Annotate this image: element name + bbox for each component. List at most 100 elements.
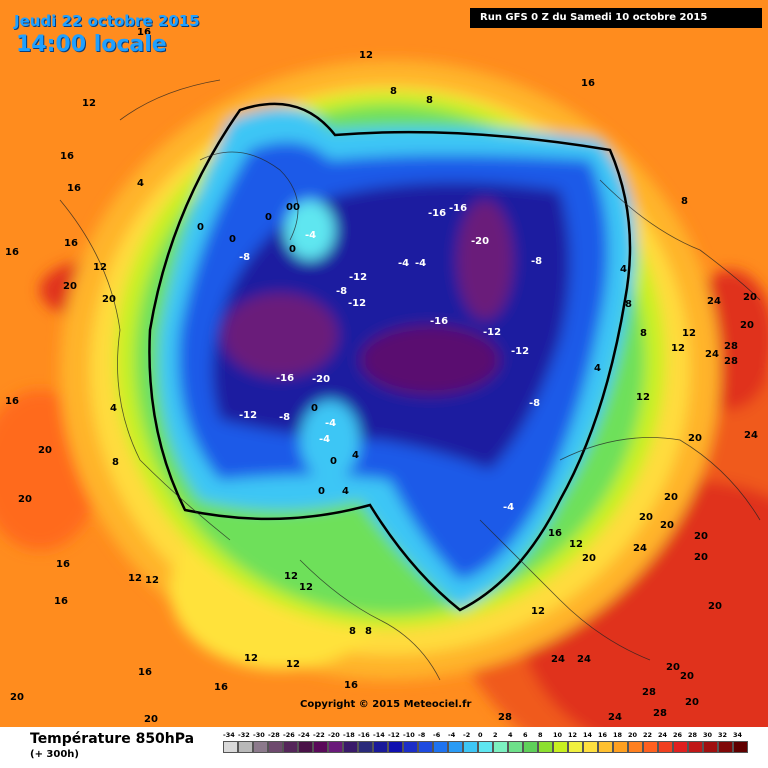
- isotherm-label: -8: [239, 252, 251, 263]
- isotherm-label: -8: [529, 398, 541, 409]
- legend-tick: -14: [373, 731, 385, 739]
- legend-tick: 12: [568, 731, 578, 739]
- legend-swatch: [388, 741, 403, 753]
- isotherm-label: 28: [724, 341, 738, 352]
- legend-tick: -18: [343, 731, 355, 739]
- legend-swatch: [463, 741, 478, 753]
- isotherm-label: 16: [64, 238, 78, 249]
- isotherm-label: 24: [608, 712, 622, 723]
- legend-tick: -4: [448, 731, 456, 739]
- legend-swatch: [508, 741, 523, 753]
- isotherm-label: 28: [498, 712, 512, 723]
- isotherm-label: 0: [197, 222, 204, 233]
- isotherm-label: 20: [688, 433, 702, 444]
- legend-swatch: [403, 741, 418, 753]
- isotherm-label: 20: [685, 697, 699, 708]
- isotherm-label: 20: [694, 552, 708, 563]
- isotherm-label: 12: [359, 50, 373, 61]
- isotherm-label: 12: [284, 571, 298, 582]
- isotherm-label: -20: [312, 374, 331, 385]
- legend-tick: 18: [613, 731, 623, 739]
- isotherm-label: -8: [531, 256, 543, 267]
- isotherm-label: 20: [666, 662, 680, 673]
- legend-swatch: [283, 741, 298, 753]
- isotherm-label: 20: [743, 292, 757, 303]
- legend-tick: 8: [538, 731, 543, 739]
- isotherm-label: 00: [286, 202, 300, 213]
- legend-tick: 4: [508, 731, 513, 739]
- legend-swatch: [433, 741, 448, 753]
- legend-tick: -10: [403, 731, 415, 739]
- isotherm-label: -8: [279, 412, 291, 423]
- isotherm-label: -4: [325, 418, 337, 429]
- legend-swatch: [298, 741, 313, 753]
- isotherm-label: 8: [625, 299, 632, 310]
- legend-tick: 24: [658, 731, 668, 739]
- isotherm-label: -4: [415, 258, 427, 269]
- legend-swatch: [538, 741, 553, 753]
- isotherm-label: -4: [398, 258, 410, 269]
- legend-swatch: [343, 741, 358, 753]
- legend-tick: 2: [493, 731, 498, 739]
- legend-swatch: [238, 741, 253, 753]
- legend-swatch: [328, 741, 343, 753]
- isotherm-label: 8: [681, 196, 688, 207]
- isotherm-label: -4: [319, 434, 331, 445]
- legend-tick: 0: [478, 731, 483, 739]
- legend-tick: -22: [313, 731, 325, 739]
- isotherm-label: 16: [67, 183, 81, 194]
- isotherm-label: -12: [239, 410, 258, 421]
- legend-tick: -26: [283, 731, 295, 739]
- isotherm-label: 20: [664, 492, 678, 503]
- legend-swatch: [703, 741, 718, 753]
- legend-swatch: [628, 741, 643, 753]
- isotherm-label: 20: [708, 601, 722, 612]
- legend-swatch: [643, 741, 658, 753]
- isotherm-label: 20: [582, 553, 596, 564]
- isotherm-label: 20: [660, 520, 674, 531]
- isotherm-label: 12: [671, 343, 685, 354]
- isotherm-label: 12: [244, 653, 258, 664]
- isotherm-label: 16: [581, 78, 595, 89]
- legend-tick: -24: [298, 731, 310, 739]
- isotherm-label: 16: [5, 247, 19, 258]
- legend-tick: -6: [433, 731, 441, 739]
- legend-swatch: [553, 741, 568, 753]
- isotherm-label: 16: [5, 396, 19, 407]
- legend-swatch: [478, 741, 493, 753]
- isotherm-label: 20: [63, 281, 77, 292]
- isotherm-label: -12: [511, 346, 530, 357]
- legend-tick: -16: [358, 731, 370, 739]
- isotherm-label: 20: [38, 445, 52, 456]
- isotherm-label: 8: [390, 86, 397, 97]
- legend-tick: 16: [598, 731, 608, 739]
- isotherm-label: 20: [694, 531, 708, 542]
- isotherm-label: 4: [137, 178, 144, 189]
- legend-swatch: [268, 741, 283, 753]
- legend-tick: -8: [418, 731, 426, 739]
- legend-swatch: [583, 741, 598, 753]
- isotherm-label: 0: [311, 403, 318, 414]
- isotherm-label: 12: [636, 392, 650, 403]
- legend-swatch: [448, 741, 463, 753]
- isotherm-label: 0: [330, 456, 337, 467]
- isotherm-label: 12: [569, 539, 583, 550]
- isotherm-label: -12: [349, 272, 368, 283]
- isotherm-label: -20: [471, 236, 490, 247]
- legend-tick: 22: [643, 731, 653, 739]
- legend-swatch: [418, 741, 433, 753]
- legend-swatch: [493, 741, 508, 753]
- legend-swatch: [253, 741, 268, 753]
- isotherm-label: 12: [299, 582, 313, 593]
- isotherm-label: 28: [642, 687, 656, 698]
- isotherm-label: 0: [229, 234, 236, 245]
- isotherm-label: 8: [112, 457, 119, 468]
- legend-tick: 14: [583, 731, 593, 739]
- isotherm-label: 8: [426, 95, 433, 106]
- isotherm-label: 4: [594, 363, 601, 374]
- legend-tick: 30: [703, 731, 713, 739]
- isotherm-label: 0: [318, 486, 325, 497]
- forecast-offset: (+ 300h): [30, 749, 79, 760]
- isotherm-label: -4: [503, 502, 515, 513]
- map-svg: [0, 0, 768, 727]
